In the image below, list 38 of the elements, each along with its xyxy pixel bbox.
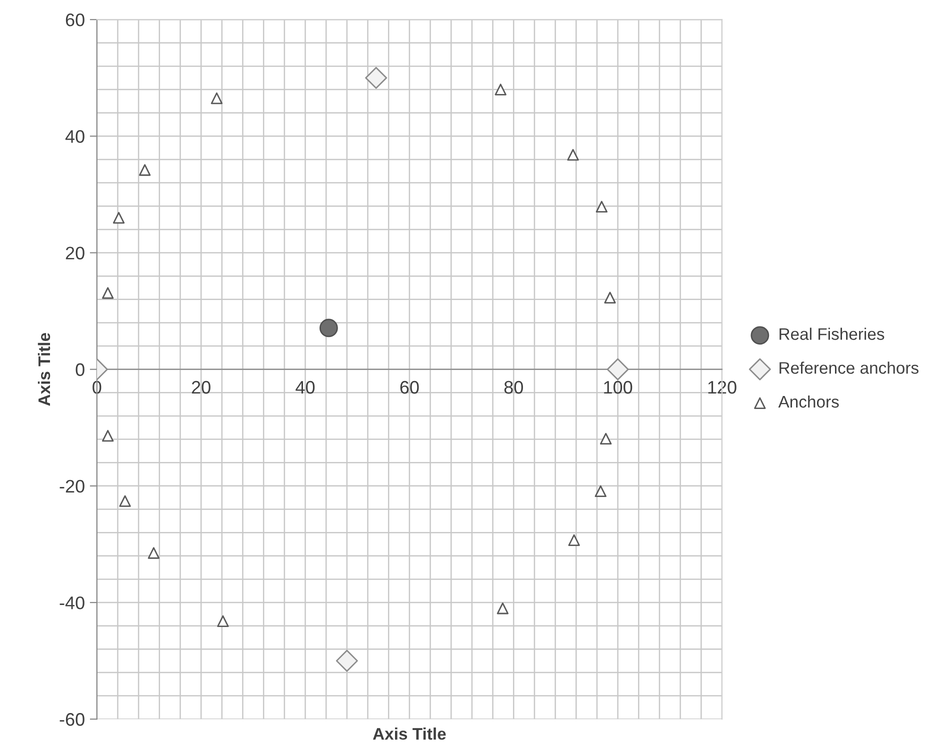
y-tick-label: 20 <box>66 246 84 260</box>
point <box>148 547 160 559</box>
point <box>102 430 114 442</box>
point <box>496 602 509 614</box>
legend-label: Real Fisheries <box>780 328 884 340</box>
x-tick-label: 120 <box>708 380 736 394</box>
point <box>320 318 338 338</box>
point <box>217 615 229 628</box>
y-tick-label: 60 <box>66 14 84 26</box>
point <box>604 292 616 304</box>
y-tick-label: 40 <box>65 130 84 143</box>
y-tick-label: -20 <box>60 480 84 493</box>
point <box>102 287 114 299</box>
x-axis-title: Axis Title <box>372 728 446 740</box>
y-tick-label: 0 <box>76 363 84 376</box>
point <box>567 148 579 161</box>
x-tick-label: 20 <box>192 380 210 394</box>
point <box>365 66 388 89</box>
point <box>119 495 131 507</box>
point <box>138 164 151 176</box>
y-tick-label: -40 <box>60 596 84 610</box>
point <box>596 200 608 213</box>
point <box>606 358 629 380</box>
x-tick-label: 100 <box>604 380 632 394</box>
point <box>494 84 506 96</box>
legend-label: Anchors <box>778 395 839 408</box>
x-tick-label: 40 <box>296 380 315 394</box>
x-tick-label: 60 <box>400 380 419 394</box>
point <box>336 650 358 672</box>
legend-label: Reference anchors <box>780 362 918 374</box>
y-axis-title: Axis Title <box>38 333 50 406</box>
y-tick-label: -60 <box>60 713 84 726</box>
x-tick-label: 80 <box>504 380 523 394</box>
point <box>568 534 580 546</box>
point <box>112 212 125 224</box>
point <box>594 485 606 498</box>
point <box>210 92 223 104</box>
point <box>600 432 612 445</box>
